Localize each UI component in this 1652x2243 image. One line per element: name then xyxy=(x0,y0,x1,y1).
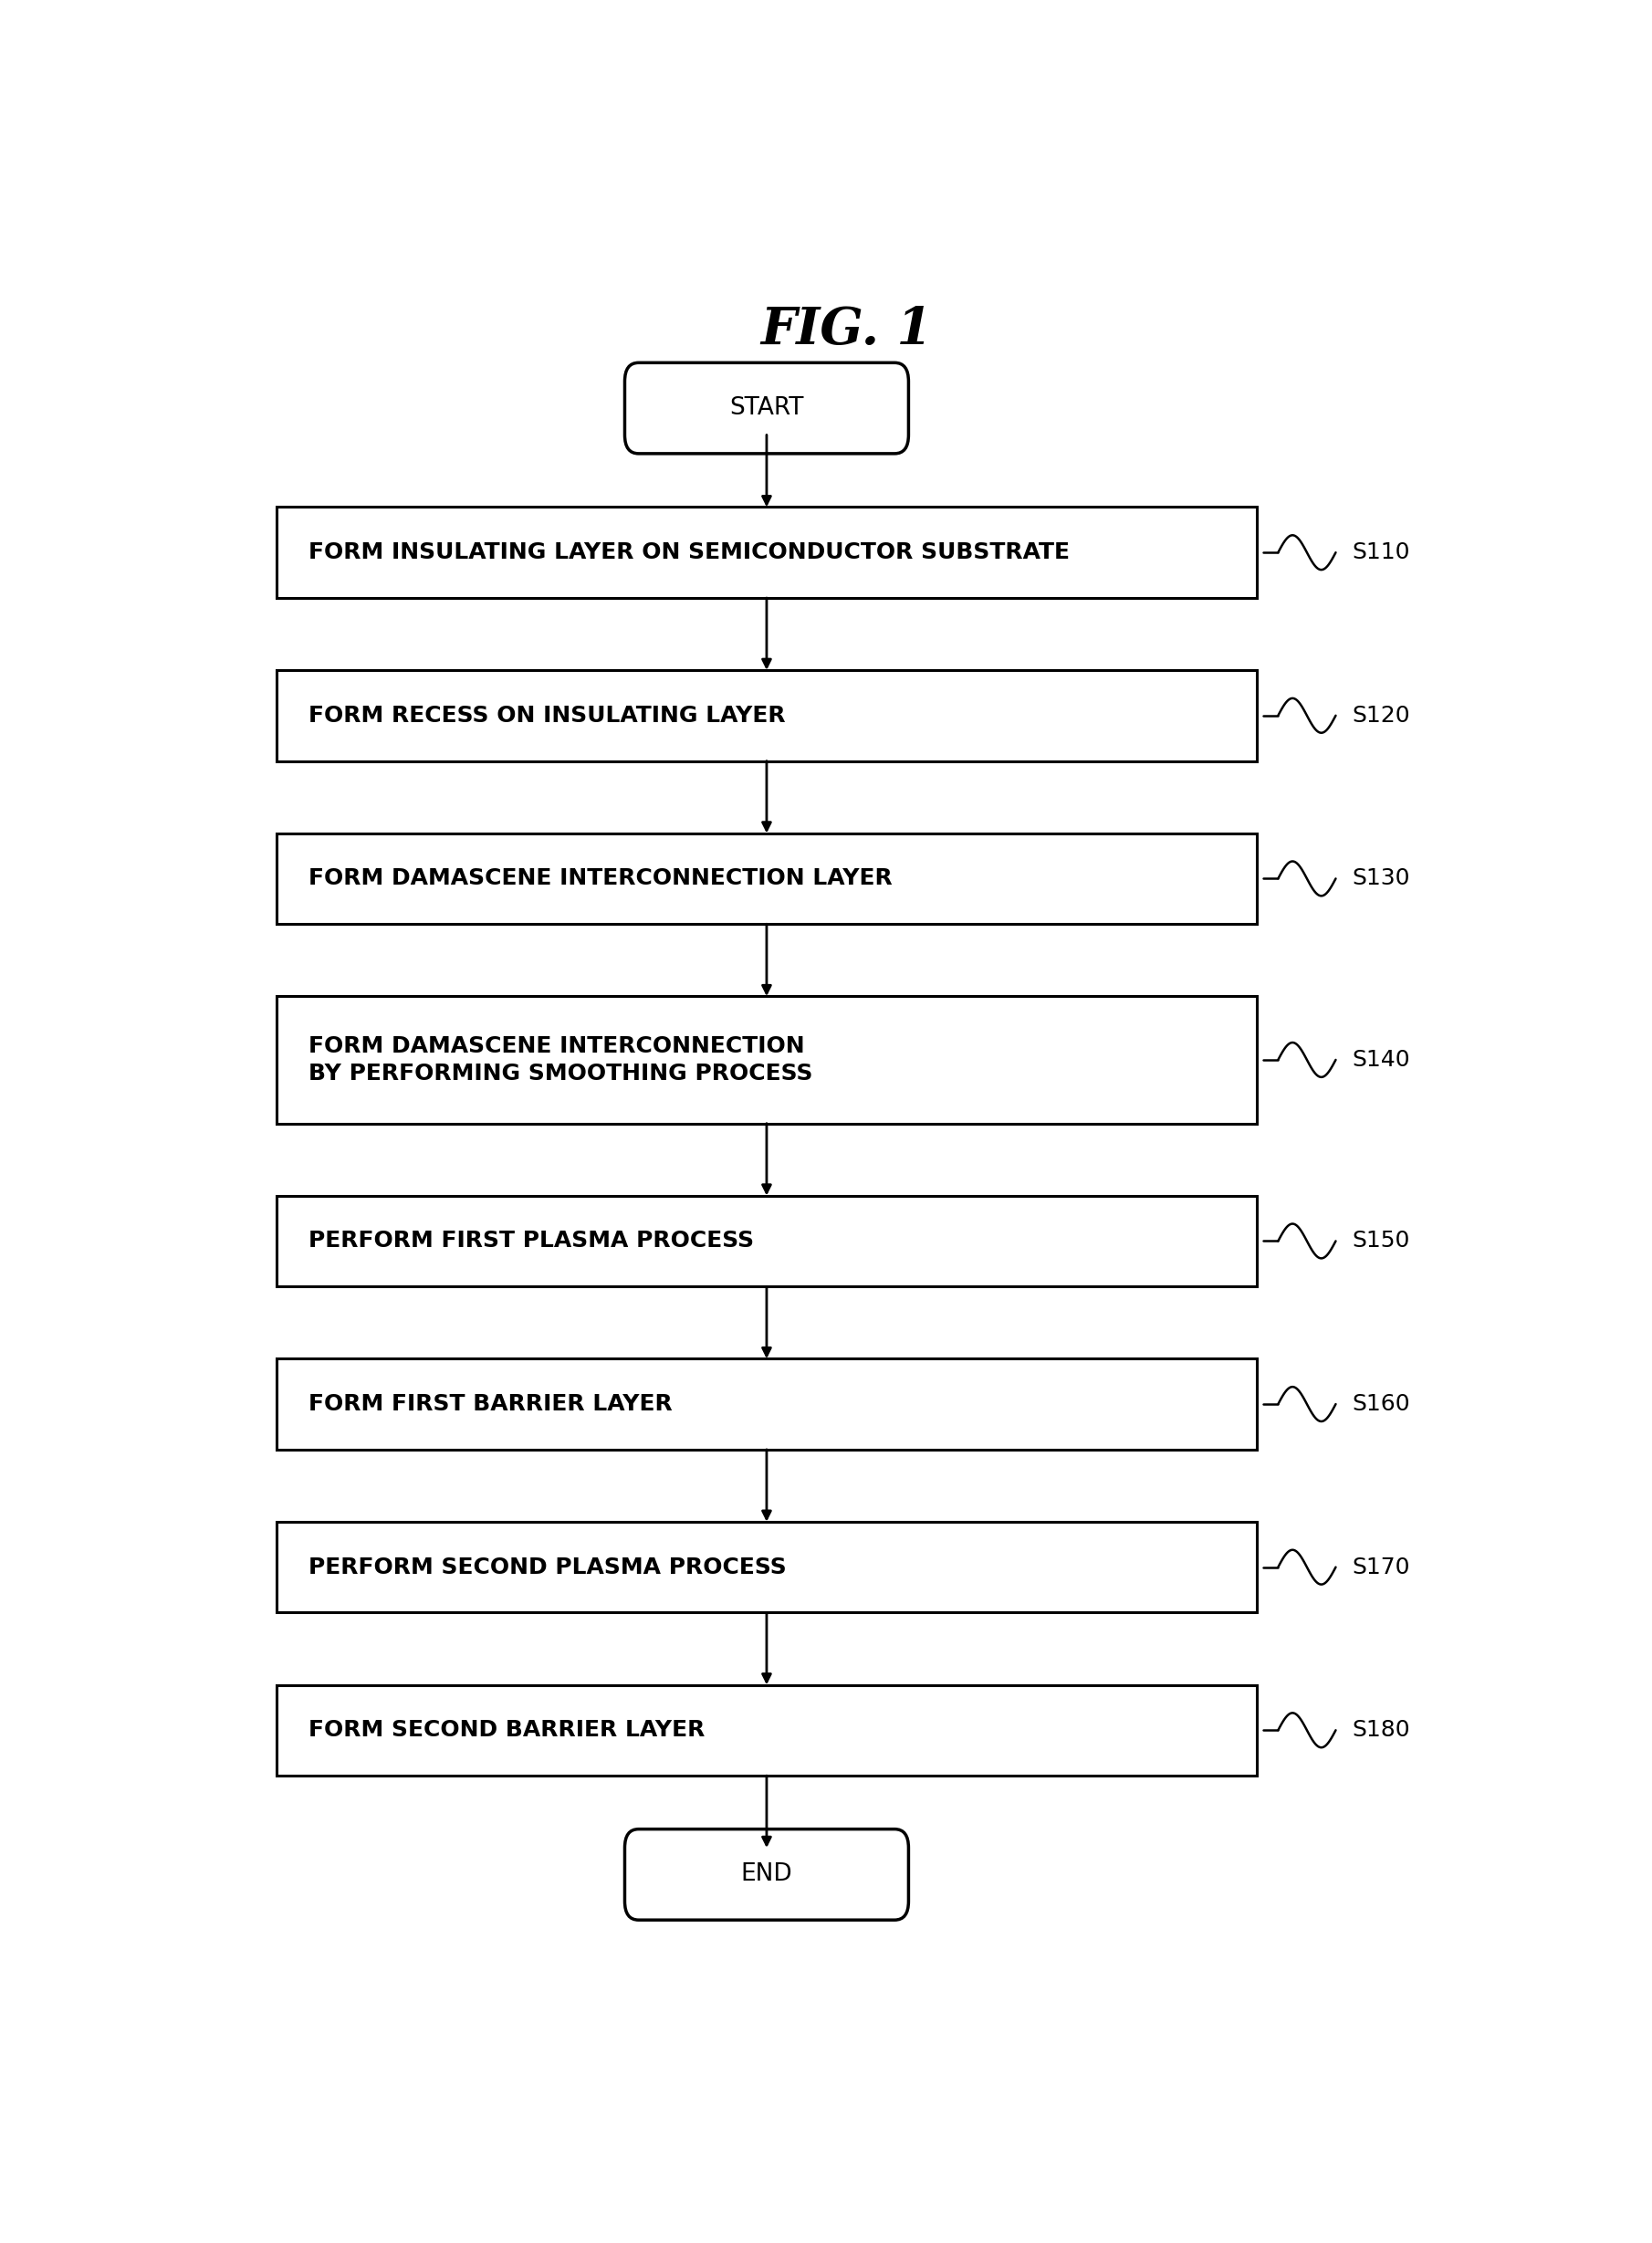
Text: S120: S120 xyxy=(1353,704,1411,727)
Text: END: END xyxy=(740,1862,793,1886)
Text: S170: S170 xyxy=(1353,1557,1411,1579)
Bar xyxy=(278,832,1256,924)
Bar xyxy=(278,996,1256,1124)
Bar xyxy=(278,1196,1256,1287)
Bar xyxy=(278,1684,1256,1776)
Bar xyxy=(278,671,1256,760)
Text: S150: S150 xyxy=(1353,1229,1411,1252)
Text: FORM RECESS ON INSULATING LAYER: FORM RECESS ON INSULATING LAYER xyxy=(309,704,786,727)
Bar xyxy=(278,1521,1256,1613)
Text: FORM DAMASCENE INTERCONNECTION LAYER: FORM DAMASCENE INTERCONNECTION LAYER xyxy=(309,868,892,890)
FancyBboxPatch shape xyxy=(624,363,909,453)
Text: START: START xyxy=(730,397,805,419)
Text: FORM INSULATING LAYER ON SEMICONDUCTOR SUBSTRATE: FORM INSULATING LAYER ON SEMICONDUCTOR S… xyxy=(309,541,1070,563)
Text: PERFORM FIRST PLASMA PROCESS: PERFORM FIRST PLASMA PROCESS xyxy=(309,1229,755,1252)
Text: FORM DAMASCENE INTERCONNECTION
BY PERFORMING SMOOTHING PROCESS: FORM DAMASCENE INTERCONNECTION BY PERFOR… xyxy=(309,1036,813,1083)
Text: S130: S130 xyxy=(1353,868,1411,890)
Text: FIG. 1: FIG. 1 xyxy=(762,305,932,354)
Text: S110: S110 xyxy=(1353,541,1411,563)
Bar xyxy=(278,507,1256,599)
Text: FORM SECOND BARRIER LAYER: FORM SECOND BARRIER LAYER xyxy=(309,1718,705,1741)
FancyBboxPatch shape xyxy=(624,1828,909,1920)
Text: PERFORM SECOND PLASMA PROCESS: PERFORM SECOND PLASMA PROCESS xyxy=(309,1557,786,1579)
Text: S160: S160 xyxy=(1353,1393,1411,1415)
Text: FORM FIRST BARRIER LAYER: FORM FIRST BARRIER LAYER xyxy=(309,1393,672,1415)
Text: S180: S180 xyxy=(1353,1718,1411,1741)
Bar xyxy=(278,1359,1256,1449)
Text: S140: S140 xyxy=(1353,1050,1411,1070)
